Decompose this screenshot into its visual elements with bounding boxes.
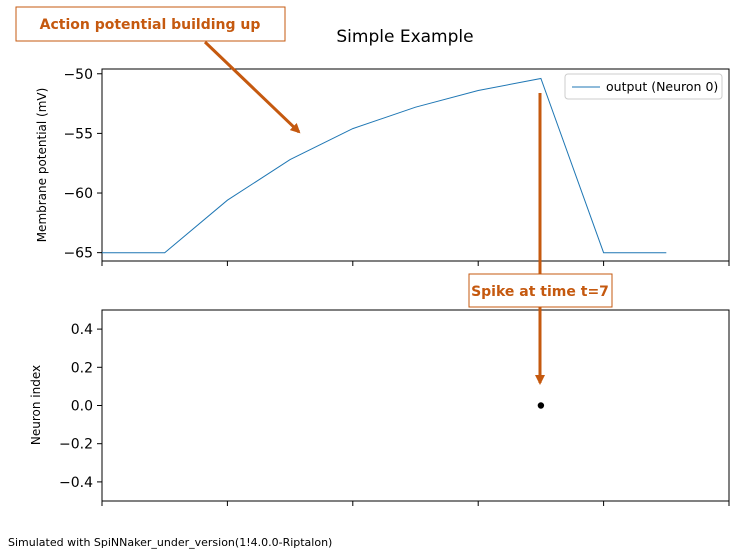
series-line-output-neuron-0 bbox=[102, 77, 667, 254]
top-y-tick-label: −65 bbox=[63, 246, 93, 262]
chart-title: Simple Example bbox=[336, 27, 473, 47]
annotation-buildup: Action potential building up bbox=[15, 6, 301, 134]
bottom-y-ticks: 0.4 0.2 0.0 −0.2 −0.4 bbox=[59, 322, 102, 491]
top-y-tick-label: −55 bbox=[63, 126, 93, 142]
spike-points bbox=[537, 402, 545, 409]
top-y-axis-label: Membrane potential (mV) bbox=[35, 88, 49, 243]
footer-version: Simulated with SpiNNaker_under_version(1… bbox=[8, 536, 332, 549]
top-y-tick-label: −60 bbox=[63, 186, 93, 202]
top-y-tick-label: −50 bbox=[63, 67, 93, 83]
buildup-callout-box bbox=[15, 6, 286, 42]
membrane-potential-panel: −50 −55 −60 −65 Membrane potential (mV) out… bbox=[35, 67, 730, 266]
spike-callout-box bbox=[468, 273, 613, 308]
annotation-spike: Spike at time t=7 bbox=[468, 93, 613, 385]
legend-label-output-neuron-0: output (Neuron 0) bbox=[606, 79, 718, 94]
bottom-y-tick-label: 0.4 bbox=[71, 322, 93, 338]
top-y-ticks: −50 −55 −60 −65 bbox=[63, 67, 102, 262]
bottom-y-tick-label: 0.2 bbox=[71, 360, 93, 376]
bottom-axes-frame bbox=[101, 309, 730, 502]
bottom-y-tick-label: −0.2 bbox=[59, 437, 93, 453]
bottom-x-ticks bbox=[101, 501, 730, 506]
top-axes-frame bbox=[101, 68, 730, 262]
bottom-y-axis-label: Neuron index bbox=[29, 365, 43, 445]
bottom-y-tick-label: 0.0 bbox=[71, 399, 93, 415]
legend: output (Neuron 0) bbox=[564, 73, 723, 100]
buildup-callout-text: Action potential building up bbox=[40, 17, 261, 33]
spike-raster-panel: 0.4 0.2 0.0 −0.2 −0.4 Neuron index bbox=[29, 309, 730, 506]
legend-box bbox=[564, 73, 723, 100]
bottom-y-tick-label: −0.4 bbox=[59, 475, 93, 491]
spike-callout-text: Spike at time t=7 bbox=[471, 284, 609, 300]
spike-point bbox=[537, 402, 545, 409]
top-x-ticks bbox=[101, 261, 730, 266]
buildup-arrow bbox=[203, 40, 301, 134]
